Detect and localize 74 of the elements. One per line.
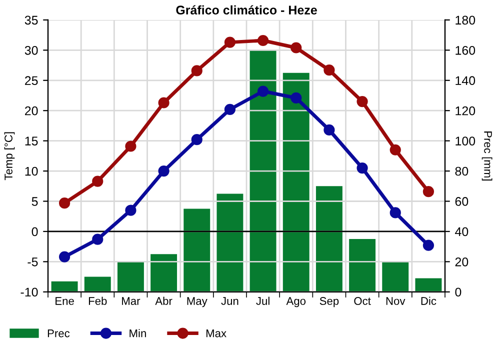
bar — [117, 262, 144, 292]
x-tick-label: Mar — [122, 297, 140, 305]
y-tick-label: 25 — [25, 76, 38, 86]
point — [356, 96, 368, 108]
point — [58, 198, 70, 209]
bar — [415, 278, 442, 292]
x-tick-label: Ago — [286, 297, 306, 308]
point — [158, 97, 170, 108]
x-tick-label: Jul — [256, 296, 270, 305]
chart-title: Gráfico climático - Heze — [176, 5, 317, 15]
x-tick-label: Jun — [221, 297, 238, 305]
point — [224, 36, 236, 48]
point — [324, 124, 335, 136]
x-tick-label: May — [187, 297, 208, 308]
bar — [150, 254, 178, 292]
x-tick-label: Ene — [56, 297, 74, 305]
point — [191, 134, 202, 146]
y-tick-label: 35 — [24, 16, 38, 25]
x-tick-label: Nov — [386, 297, 406, 305]
y2-axis-title: Prec [mm] — [482, 132, 492, 180]
legend-label: Min — [130, 329, 146, 338]
y-tick-label: 5 — [32, 197, 38, 206]
y2-tick-label: 80 — [455, 166, 468, 176]
bar — [250, 50, 276, 292]
point — [224, 104, 236, 115]
point — [158, 165, 170, 177]
point — [92, 176, 104, 187]
point — [422, 186, 434, 198]
y2-tick-label: 160 — [456, 46, 476, 55]
point — [290, 92, 302, 104]
point — [324, 64, 335, 76]
y2-tick-label: 140 — [456, 76, 476, 86]
point — [422, 240, 434, 251]
y-tick-label: 0 — [32, 227, 38, 236]
legend-label: Max — [206, 330, 226, 338]
x-tick-label: Abr — [155, 296, 172, 305]
point — [390, 144, 401, 156]
point — [58, 251, 70, 262]
y-tick-label: 15 — [25, 136, 38, 146]
x-tick-label: Oct — [354, 297, 371, 305]
y-tick-label: -10 — [20, 288, 38, 297]
y-tick-label: 20 — [25, 106, 38, 116]
y2-tick-label: 40 — [455, 227, 468, 236]
y-axis-title: Temp [°C] — [4, 132, 15, 180]
point — [290, 42, 302, 54]
y2-tick-label: 120 — [456, 106, 476, 116]
y2-tick-label: 100 — [456, 136, 476, 146]
bar — [51, 281, 78, 292]
y-tick-label: 10 — [25, 166, 38, 176]
x-tick-label: Sep — [320, 297, 339, 308]
point — [257, 34, 269, 46]
bar — [349, 239, 376, 292]
bar — [184, 208, 210, 292]
bar — [382, 262, 409, 292]
y2-tick-label: 20 — [455, 257, 468, 266]
x-tick-label: Dic — [421, 296, 436, 305]
bar — [316, 186, 342, 292]
point — [356, 162, 368, 174]
y2-tick-label: 0 — [455, 288, 462, 297]
y2-tick-label: 60 — [455, 197, 468, 206]
bar — [84, 276, 111, 292]
y-tick-label: -5 — [28, 258, 38, 266]
point — [125, 204, 136, 216]
point — [92, 234, 104, 245]
y2-tick-label: 180 — [456, 16, 476, 25]
point — [390, 207, 401, 218]
bar — [282, 72, 310, 292]
legend-label: Prec — [48, 330, 70, 338]
point — [125, 140, 136, 152]
point — [257, 86, 269, 97]
point — [191, 65, 202, 76]
y-tick-label: 30 — [24, 46, 38, 55]
bar — [216, 194, 244, 292]
x-tick-label: Feb — [88, 296, 107, 305]
